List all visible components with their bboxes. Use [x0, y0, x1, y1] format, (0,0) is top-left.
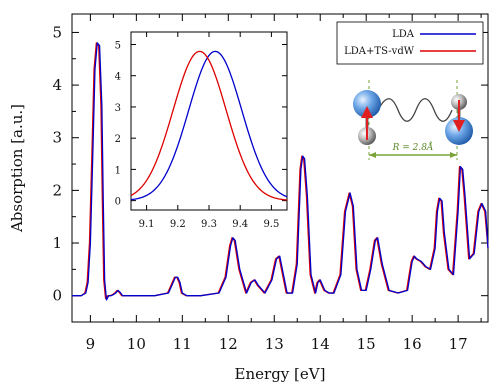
inset-x-tick-label: 9.5 [263, 219, 279, 230]
main-series-group [72, 42, 489, 301]
inset-y-tick-label: 5 [115, 40, 121, 51]
x-tick-label: 17 [449, 335, 468, 353]
inset-x-tick-label: 9.3 [201, 219, 217, 230]
y-tick-label: 3 [52, 129, 62, 147]
separation-label: R = 2.8Å [392, 141, 434, 153]
x-axis-title: Energy [eV] [235, 365, 326, 383]
inset-series-group [130, 50, 288, 201]
inset-background [131, 32, 287, 210]
y-tick-label: 5 [52, 23, 62, 41]
separation-arrowhead-right [450, 152, 457, 158]
inset-series-line-lda-ts-vdw [130, 50, 288, 201]
legend-label-lda-ts-vdw: LDA+TS-vdW [344, 46, 415, 57]
inset-x-tick-label: 9.2 [170, 219, 186, 230]
inset-y-tick-label: 0 [115, 197, 121, 208]
main-plot-frame [71, 13, 489, 323]
interaction-wave [377, 98, 453, 122]
separation-arrowhead-left [369, 152, 376, 158]
x-tick-label: 15 [357, 335, 376, 353]
inset-series-line-lda [130, 50, 288, 201]
y-tick-label: 1 [52, 234, 62, 252]
x-tick-label: 16 [403, 335, 422, 353]
inset-y-tick-label: 4 [115, 72, 121, 83]
y-tick-label: 2 [52, 181, 62, 199]
legend: LDA LDA+TS-vdW [336, 21, 484, 65]
x-tick-label: 12 [219, 335, 238, 353]
x-tick-label: 11 [173, 335, 192, 353]
blue-atom-left [353, 90, 381, 118]
y-axis-title: Absorption [a.u.] [8, 104, 26, 233]
y-tick-label: 4 [52, 76, 62, 94]
inset-y-tick-label: 1 [115, 165, 121, 176]
inset-axis-ticks: 9.1 9.2 9.3 9.4 9.5 0 1 2 3 4 5 [115, 32, 287, 230]
y-tick-label: 0 [52, 287, 62, 305]
legend-box [336, 21, 484, 65]
inset-y-tick-label: 2 [115, 134, 121, 145]
inset-x-tick-label: 9.4 [232, 219, 248, 230]
x-tick-label: 9 [86, 335, 96, 353]
inset-y-tick-label: 3 [115, 103, 121, 114]
molecule-diagram: R = 2.8Å [353, 80, 473, 160]
x-tick-label: 14 [311, 335, 330, 353]
inset-x-tick-label: 9.1 [139, 219, 155, 230]
legend-label-lda: LDA [392, 29, 415, 40]
x-tick-label: 13 [265, 335, 284, 353]
x-tick-label: 10 [127, 335, 146, 353]
series-line-lda [72, 42, 489, 301]
